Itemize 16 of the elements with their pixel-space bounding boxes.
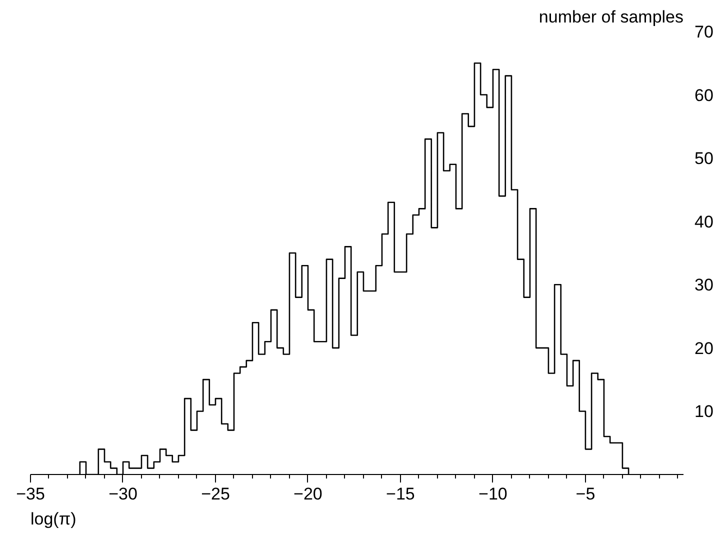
x-tick-label: −30 [108,484,138,504]
x-tick-label: −25 [201,484,230,504]
y-tick-label: 30 [694,276,714,295]
x-tick-label: −15 [386,484,415,504]
y-axis-title: number of samples [538,8,684,26]
x-axis-title: log(π) [30,510,76,528]
x-tick-label: −5 [576,484,596,504]
y-tick-label: 10 [694,402,714,422]
y-tick-label: 40 [694,212,714,232]
y-tick-label: 60 [694,86,714,105]
x-tick-label: −35 [16,484,45,504]
y-tick-label: 70 [694,22,714,42]
x-tick-label: −20 [294,484,322,504]
y-tick-label: 50 [694,149,714,168]
y-tick-label: 20 [694,338,714,358]
x-tick-label: −10 [478,484,508,504]
